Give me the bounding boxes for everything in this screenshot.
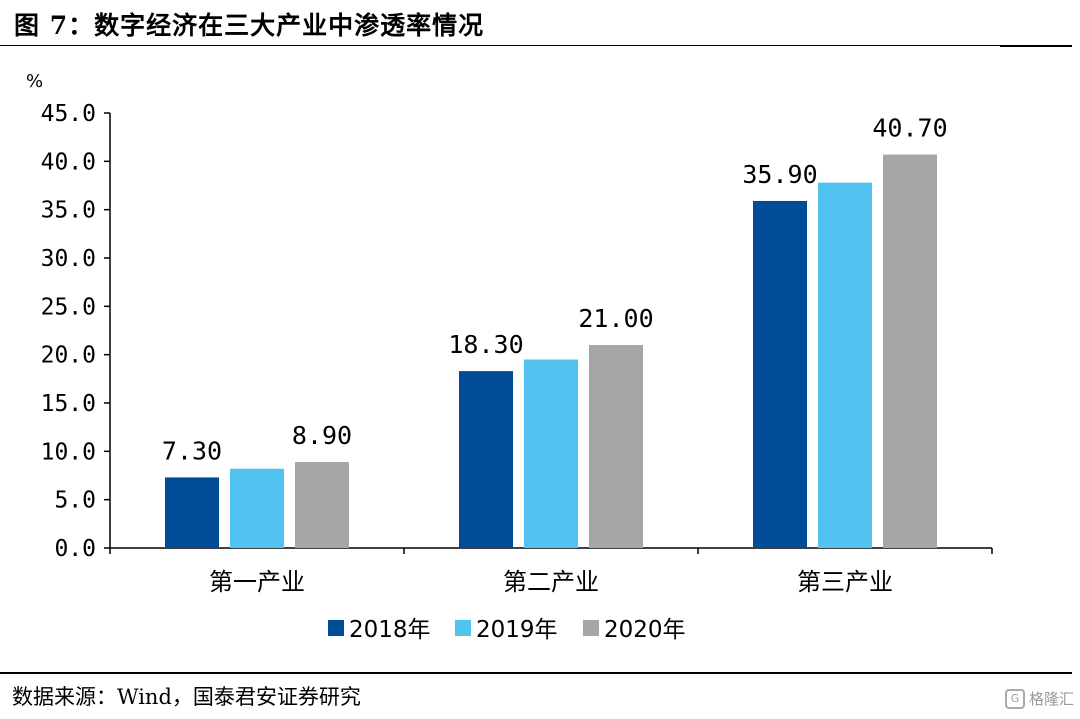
bar-2018年-第三产业	[753, 200, 807, 548]
legend-swatch	[583, 620, 599, 636]
bar-2020年-第二产业	[589, 345, 643, 548]
y-tick-label: 25.0	[41, 294, 96, 320]
legend-swatch	[455, 620, 471, 636]
y-tick-label: 45.0	[41, 101, 96, 127]
y-unit-label: %	[26, 71, 43, 92]
watermark-text: 格隆汇	[1028, 690, 1074, 708]
y-tick-label: 20.0	[41, 343, 96, 369]
y-tick-label: 15.0	[41, 391, 96, 417]
bar-2020年-第三产业	[883, 154, 937, 549]
top-rule-right	[1000, 45, 1072, 47]
y-tick-label: 35.0	[41, 198, 96, 224]
x-category-label: 第一产业	[209, 568, 305, 596]
data-label: 18.30	[448, 330, 523, 359]
y-tick-label: 10.0	[41, 439, 96, 465]
legend-entry: 2020年	[604, 617, 686, 643]
legend-entry: 2018年	[349, 617, 431, 643]
bar-2019年-第三产业	[818, 182, 872, 548]
source-note: 数据来源：Wind，国泰君安证券研究	[12, 685, 361, 709]
bar-2018年-第二产业	[459, 371, 513, 548]
watermark: G 格隆汇	[1004, 688, 1074, 709]
watermark-logo-icon: G	[1004, 688, 1025, 709]
legend-entry: 2019年	[476, 617, 558, 643]
top-rule	[0, 45, 1000, 46]
legend-swatch	[328, 620, 344, 636]
data-label: 7.30	[162, 436, 222, 465]
y-tick-label: 5.0	[54, 488, 96, 514]
bar-2019年-第一产业	[230, 468, 284, 548]
bottom-rule	[0, 672, 1072, 674]
data-label: 21.00	[578, 304, 653, 333]
y-tick-label: 0.0	[54, 536, 96, 562]
data-label: 35.90	[742, 160, 817, 189]
y-tick-label: 40.0	[41, 149, 96, 175]
data-label: 40.70	[872, 114, 947, 143]
x-category-label: 第二产业	[503, 568, 599, 596]
bar-2019年-第二产业	[524, 359, 578, 548]
chart-title: 图 7：数字经济在三大产业中渗透率情况	[14, 11, 485, 40]
x-category-label: 第三产业	[797, 568, 893, 596]
bar-2020年-第一产业	[295, 461, 349, 548]
y-tick-label: 30.0	[41, 246, 96, 272]
data-label: 8.90	[292, 421, 352, 450]
bar-2018年-第一产业	[165, 477, 219, 548]
